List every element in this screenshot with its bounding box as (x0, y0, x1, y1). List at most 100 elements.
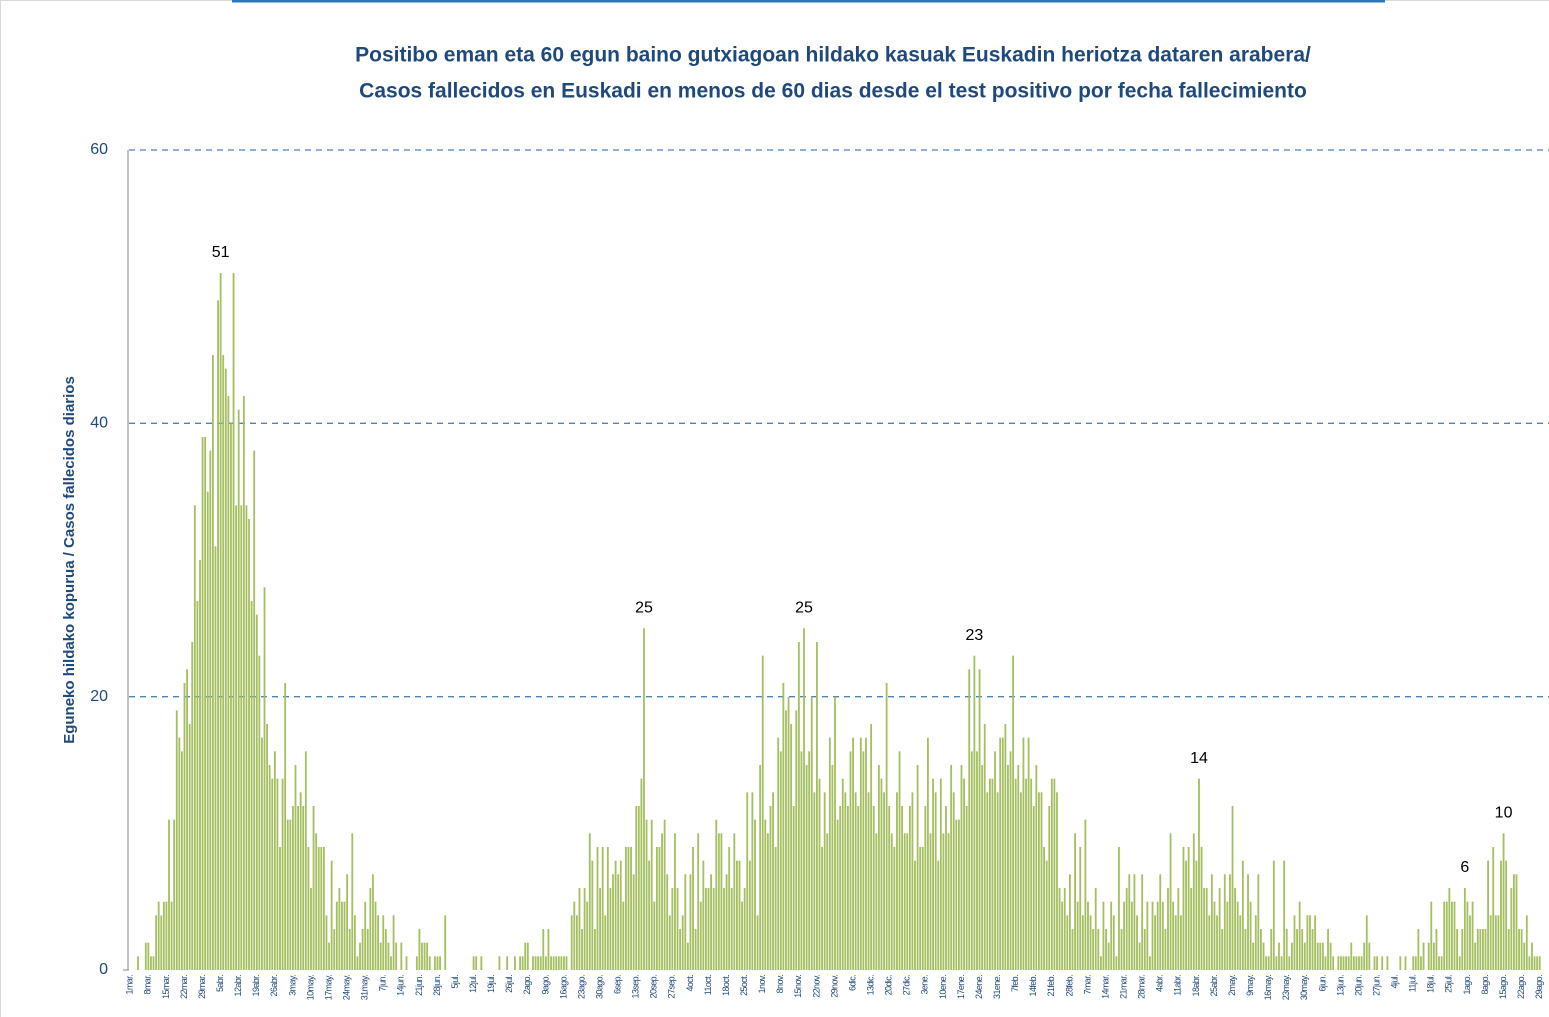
bar (1417, 929, 1420, 970)
bar (885, 683, 888, 970)
bar (1063, 888, 1066, 970)
bar (1360, 956, 1363, 970)
bar (865, 737, 867, 970)
x-tick-label: 19jul. (486, 975, 496, 993)
bar (1017, 765, 1020, 970)
bar (356, 956, 359, 970)
bar (1283, 860, 1286, 970)
bar (785, 710, 787, 970)
bar (346, 874, 349, 970)
bar (1247, 874, 1249, 970)
bar (387, 942, 390, 970)
x-tick-label: 21feb. (1046, 975, 1056, 997)
bar (271, 778, 274, 970)
bar (942, 833, 945, 970)
bar (1365, 915, 1368, 970)
bar (1381, 956, 1384, 970)
bar (382, 915, 385, 970)
bar (310, 888, 312, 970)
bar (1257, 874, 1260, 970)
bar (650, 819, 653, 970)
bar (609, 888, 612, 970)
bar (774, 847, 777, 970)
bar (1355, 956, 1358, 970)
bar (844, 792, 847, 970)
bar (433, 956, 436, 970)
bar (715, 819, 718, 970)
bar (1404, 956, 1407, 970)
bar (1092, 929, 1095, 970)
bar (1376, 956, 1378, 970)
bar (689, 874, 692, 970)
bar (1208, 915, 1211, 970)
bar (544, 956, 547, 970)
bar (730, 888, 733, 970)
bar (1319, 942, 1322, 970)
bar (988, 778, 991, 970)
bar (209, 450, 212, 971)
bar (532, 956, 534, 970)
bar (1081, 915, 1084, 970)
bar (792, 806, 795, 970)
bar (1058, 888, 1061, 970)
x-tick-label: 17may. (323, 975, 333, 1000)
x-tick-label: 7jun. (378, 975, 388, 992)
bar (658, 847, 661, 970)
data-label: 23 (965, 627, 983, 644)
bar (237, 409, 240, 971)
x-tick-label: 3may. (287, 975, 297, 996)
bar (521, 956, 524, 970)
bar (1254, 915, 1257, 970)
bar (1099, 956, 1102, 970)
bar (816, 642, 818, 970)
bar (377, 915, 380, 970)
bar (224, 368, 227, 971)
bar (655, 847, 658, 970)
bar (1342, 956, 1345, 970)
bar (155, 915, 158, 970)
bar (857, 806, 860, 970)
bar (890, 833, 893, 970)
bar (1451, 901, 1453, 970)
bar (1296, 929, 1298, 970)
bar (330, 860, 333, 970)
x-tick-label: 30ago. (594, 975, 604, 999)
bar (183, 683, 186, 970)
bar (717, 833, 720, 970)
x-tick-label: 3ene. (920, 975, 930, 995)
bar (1056, 792, 1058, 970)
bar (903, 833, 906, 970)
bar (748, 860, 751, 970)
bar (1432, 942, 1435, 970)
bar (550, 956, 552, 970)
bar (823, 792, 826, 970)
bar (746, 792, 749, 970)
x-tick-label: 11oct. (703, 975, 713, 995)
x-tick-label: 8ago. (1480, 975, 1490, 995)
bar (524, 942, 527, 970)
x-tick-label: 29ago. (1534, 975, 1544, 999)
bar (1022, 737, 1025, 970)
bar (539, 956, 542, 970)
bar (797, 642, 800, 970)
bar (908, 806, 911, 970)
bar (317, 847, 320, 970)
bar (286, 819, 289, 970)
bar (694, 929, 697, 970)
bar (1007, 765, 1009, 970)
bar (1311, 929, 1314, 970)
bar (1476, 929, 1479, 970)
x-tick-label: 12jul. (468, 975, 478, 993)
bar (679, 929, 682, 970)
x-tick-label: 8nov. (775, 975, 785, 993)
bar (526, 942, 529, 970)
bar (1169, 833, 1172, 970)
bar (557, 956, 560, 970)
bar (261, 737, 263, 970)
bar (743, 888, 746, 970)
bar (1525, 915, 1528, 970)
bar (322, 847, 325, 970)
bar (1484, 929, 1487, 970)
bar (498, 956, 501, 970)
bar (1443, 901, 1446, 970)
